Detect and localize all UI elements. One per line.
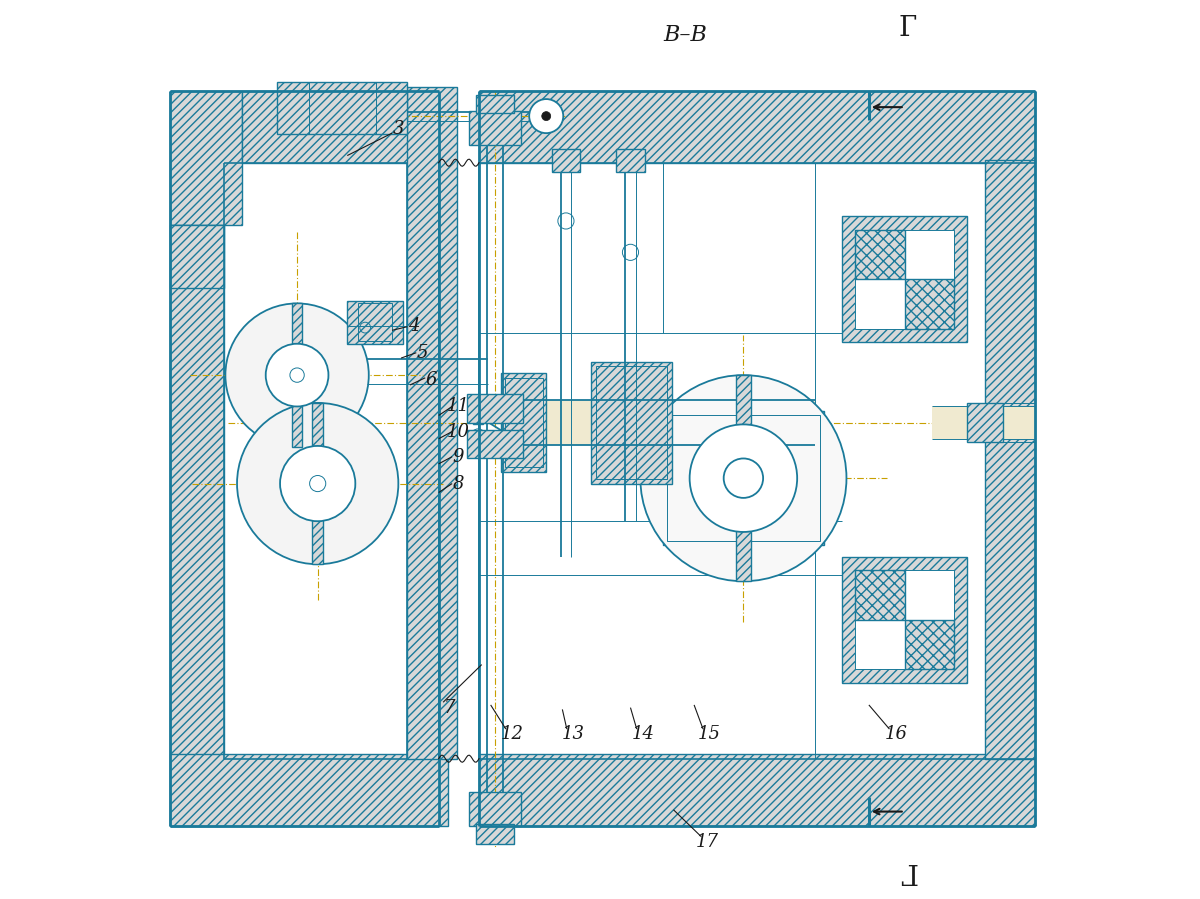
- Bar: [595, 366, 667, 479]
- Bar: [473, 435, 491, 451]
- Bar: [312, 403, 323, 565]
- Text: 10: 10: [446, 423, 470, 441]
- Circle shape: [529, 99, 563, 133]
- Bar: [467, 430, 523, 458]
- Bar: [856, 571, 954, 669]
- Bar: [905, 619, 954, 669]
- Bar: [347, 301, 403, 343]
- Bar: [170, 91, 241, 226]
- Text: 12: 12: [500, 725, 523, 743]
- Text: Г: Г: [899, 858, 917, 885]
- Bar: [842, 557, 967, 682]
- Text: 14: 14: [631, 725, 654, 743]
- Bar: [505, 378, 542, 467]
- Bar: [856, 571, 954, 669]
- Circle shape: [226, 304, 368, 447]
- Bar: [473, 408, 484, 424]
- Bar: [967, 403, 1003, 442]
- Bar: [241, 91, 439, 163]
- Text: 11: 11: [446, 397, 470, 415]
- Circle shape: [641, 375, 846, 582]
- Bar: [552, 149, 581, 172]
- Bar: [358, 304, 392, 341]
- Bar: [931, 406, 1034, 439]
- Bar: [737, 375, 750, 582]
- Bar: [502, 373, 546, 472]
- Text: В–В: В–В: [664, 24, 707, 47]
- Bar: [985, 160, 1034, 759]
- Bar: [277, 82, 407, 134]
- Bar: [856, 230, 905, 280]
- Bar: [223, 158, 407, 759]
- Bar: [469, 792, 521, 826]
- Bar: [170, 226, 223, 826]
- Text: 9: 9: [452, 448, 464, 466]
- Bar: [467, 394, 523, 423]
- Text: 8: 8: [452, 475, 464, 493]
- Bar: [292, 304, 302, 447]
- Bar: [856, 230, 954, 328]
- Bar: [476, 95, 514, 113]
- Bar: [170, 754, 448, 826]
- Bar: [856, 230, 954, 328]
- Text: 16: 16: [884, 725, 907, 743]
- Bar: [170, 226, 223, 289]
- Bar: [842, 217, 967, 342]
- Circle shape: [690, 424, 797, 532]
- Bar: [407, 86, 457, 759]
- Text: Г: Г: [899, 14, 917, 41]
- Bar: [510, 400, 815, 445]
- Bar: [616, 149, 644, 172]
- Bar: [479, 160, 990, 759]
- Bar: [856, 571, 905, 619]
- Text: 3: 3: [392, 120, 404, 138]
- Bar: [476, 824, 514, 844]
- Bar: [592, 361, 672, 484]
- Bar: [479, 91, 1034, 163]
- Text: 6: 6: [426, 370, 437, 388]
- Circle shape: [541, 111, 551, 120]
- Bar: [479, 754, 1034, 826]
- Bar: [308, 82, 376, 134]
- Circle shape: [238, 403, 398, 565]
- Bar: [905, 280, 954, 328]
- Bar: [662, 411, 824, 546]
- Text: 17: 17: [696, 833, 719, 851]
- Circle shape: [280, 446, 355, 521]
- Text: 4: 4: [408, 316, 419, 334]
- Circle shape: [265, 343, 329, 406]
- Text: 5: 5: [416, 343, 428, 361]
- Text: 15: 15: [698, 725, 721, 743]
- Bar: [667, 415, 820, 541]
- Bar: [469, 111, 521, 145]
- Text: 7: 7: [444, 699, 455, 717]
- Text: 13: 13: [562, 725, 584, 743]
